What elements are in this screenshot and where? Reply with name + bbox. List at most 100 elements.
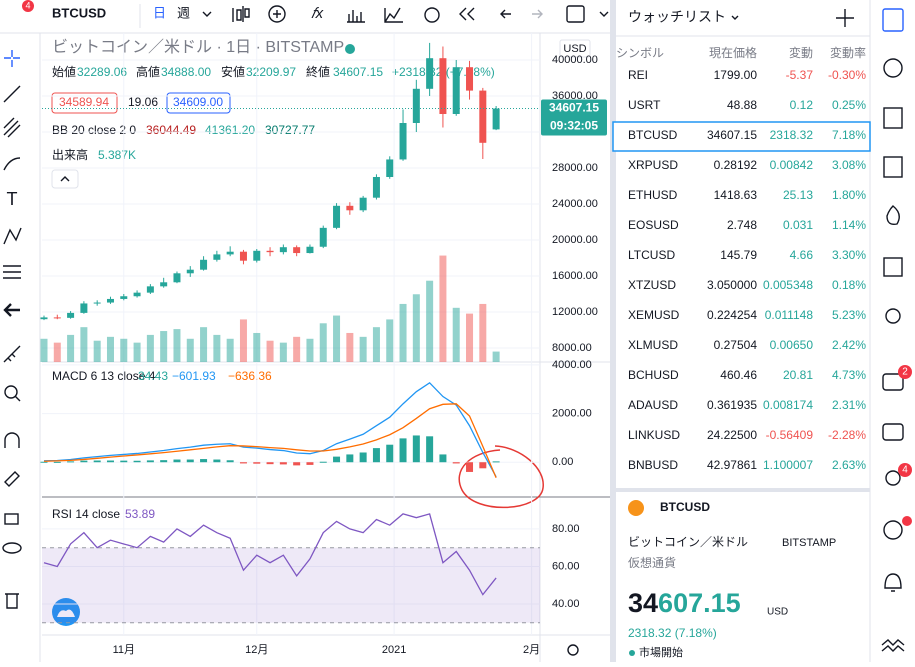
alarm-icon[interactable]	[883, 58, 903, 78]
watch-cell: 0.00650	[770, 338, 814, 352]
currency: USD	[563, 43, 586, 55]
volume-bar	[492, 351, 500, 362]
detail-name: ビットコイン／米ドル	[628, 535, 748, 549]
add-indicator-icon[interactable]	[268, 5, 286, 23]
hotlist-icon[interactable]	[886, 205, 900, 226]
watch-cell: 2.42%	[832, 338, 866, 352]
candle-body	[293, 247, 301, 254]
text-tool[interactable]: T	[7, 189, 18, 209]
undo-icon[interactable]	[500, 9, 511, 19]
indicator-value: 30727.77	[265, 123, 315, 137]
stream-icon[interactable]	[883, 520, 903, 540]
candle-body	[346, 205, 354, 211]
currency-box[interactable]	[559, 39, 591, 58]
fx-icon[interactable]: 𝑓x	[311, 5, 324, 22]
candle-body	[492, 108, 500, 130]
volume-bar	[426, 280, 434, 362]
watch-symbol: XEMUSD	[628, 308, 680, 322]
watch-cell: 1.14%	[832, 218, 866, 232]
watchlist-title[interactable]: ウォッチリスト	[628, 9, 726, 25]
lock-tool[interactable]	[4, 513, 19, 525]
ohlc-value: 34888.00	[161, 65, 211, 79]
bid[interactable]: 34589.94	[59, 95, 109, 109]
trash-tool[interactable]	[5, 593, 19, 609]
ask[interactable]: 34609.00	[173, 95, 223, 109]
volume-bar	[213, 334, 221, 362]
rsi-band	[42, 547, 540, 623]
macd-histogram	[53, 461, 61, 463]
notification-icon[interactable]	[884, 573, 902, 592]
chat-icon[interactable]	[882, 423, 904, 441]
selected-row[interactable]	[612, 121, 871, 152]
crosshair-tool[interactable]	[4, 50, 20, 67]
alert-icon[interactable]	[424, 7, 440, 23]
interval-day[interactable]: 日	[153, 5, 166, 20]
settings-icon[interactable]	[567, 644, 579, 656]
y-tick-label: 16000.00	[552, 270, 598, 282]
lock-drawing-tool[interactable]	[4, 471, 20, 487]
macd-histogram	[306, 462, 314, 465]
chevron	[60, 176, 70, 182]
candle-body	[120, 296, 128, 299]
templates-icon[interactable]	[384, 7, 403, 23]
price-tail: 607.15	[658, 588, 741, 618]
calendar-icon[interactable]	[883, 257, 903, 277]
redo-icon[interactable]	[532, 9, 543, 19]
watch-cell: 24.22500	[707, 428, 757, 442]
ruler-tool[interactable]	[3, 345, 21, 363]
magnet-tool[interactable]	[4, 432, 20, 448]
symbol[interactable]: BTCUSD	[52, 5, 106, 20]
candle-body	[67, 312, 75, 318]
indicator-value: 53.89	[125, 507, 155, 521]
arrow-tool[interactable]	[3, 303, 20, 317]
watch-cell: 0.12	[790, 98, 814, 112]
prediction-tool[interactable]	[3, 265, 21, 279]
dropdown-icon[interactable]	[202, 11, 212, 17]
macd-histogram	[239, 462, 247, 464]
candles-icon[interactable]	[232, 6, 250, 22]
watch-symbol: REI	[628, 68, 648, 82]
zoom-handle	[14, 395, 21, 402]
badge-count: 4	[902, 465, 908, 476]
sell-button[interactable]	[51, 92, 118, 114]
replay-icon[interactable]	[459, 7, 475, 21]
badge	[898, 463, 912, 477]
pattern-tool[interactable]	[3, 227, 22, 245]
ideas-icon[interactable]	[885, 308, 901, 324]
line-tool[interactable]	[3, 85, 21, 103]
volume-bar	[279, 342, 287, 362]
interval-week[interactable]: 週	[177, 5, 190, 20]
plot: 8000.00 12000.00 16000.00 20000.00 24000.00 2…	[40, 33, 607, 656]
x-tick-label: 12月	[245, 644, 268, 656]
column-header: 現在価格	[709, 45, 757, 60]
zoom-tool[interactable]	[4, 385, 18, 399]
volume-bar	[146, 334, 154, 362]
fib-tool[interactable]	[3, 117, 21, 138]
watch-cell: 3.08%	[832, 158, 866, 172]
rsi-line	[43, 513, 497, 596]
visibility-tool[interactable]	[2, 542, 22, 554]
candle-body	[80, 303, 88, 313]
watchlist-icon[interactable]	[882, 8, 904, 32]
ohlc-value: 32289.06	[77, 65, 127, 79]
dropdown-icon[interactable]	[599, 11, 609, 17]
candle-body	[279, 247, 287, 253]
collapse-icon[interactable]	[881, 639, 905, 652]
candle-body	[239, 251, 247, 261]
dropdown-icon[interactable]	[731, 15, 739, 20]
compare-icon[interactable]	[347, 10, 365, 23]
add-symbol[interactable]	[836, 9, 854, 27]
collapse-button[interactable]	[51, 169, 79, 189]
buy-button[interactable]	[166, 92, 231, 114]
macd-histogram	[173, 459, 181, 463]
chat-icon[interactable]	[882, 373, 904, 391]
calendar-list-icon[interactable]	[883, 156, 903, 178]
volume-bar	[399, 303, 407, 362]
idea-stream-icon[interactable]	[885, 470, 901, 486]
watch-cell: 2.31%	[832, 398, 866, 412]
layout-icon[interactable]	[566, 5, 585, 23]
brush-tool[interactable]	[3, 157, 21, 171]
volume-bar	[40, 338, 48, 362]
news-icon[interactable]	[883, 107, 903, 129]
